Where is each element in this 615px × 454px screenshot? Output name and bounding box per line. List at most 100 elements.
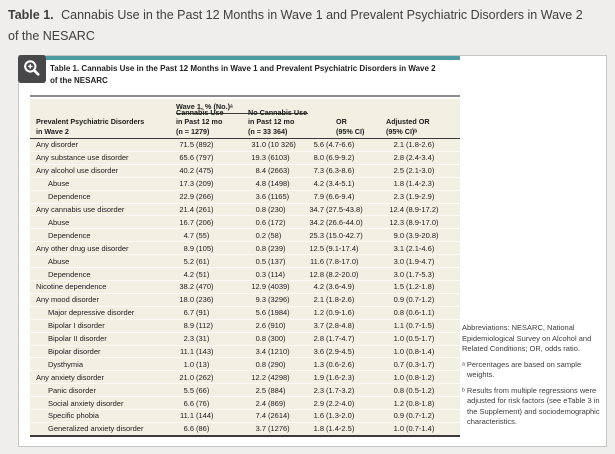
table-cell: 1.2 (0.9-1.6) <box>313 308 355 318</box>
table-header: Wave 1, % (No.)ᵃ Prevalent Psychiatric D… <box>30 99 460 139</box>
table-row: Any other drug use disorder 8.9 (105) 0.8 (2… <box>30 241 460 254</box>
disorder-label: Dependence <box>48 192 91 202</box>
table-cell: 8.9 (112) <box>183 321 213 331</box>
table-cell: 3.6 (1165) <box>255 192 290 202</box>
table-cell: 7.9 (6.6-9.4) <box>313 192 355 202</box>
table-cell: 25.3 (15.0-42.7) <box>309 230 363 240</box>
table-cell: 40.2 (475) <box>179 166 214 176</box>
table-cell: 3.7 (2.8-4.8) <box>313 321 355 331</box>
page-title-prefix: Table 1. <box>8 8 54 22</box>
table-cell: 3.0 (1.7-5.3) <box>393 269 435 279</box>
table-cell: 34.7 (27.5-43.8) <box>309 204 363 214</box>
table-cell: 12.9 (4039) <box>251 282 290 292</box>
table-cell: 1.0 (0.8-1.2) <box>393 372 435 382</box>
page-title-text: Cannabis Use in the Past 12 Months in Wa… <box>8 8 583 43</box>
disorder-label: Dependence <box>48 269 91 279</box>
disorder-label: Generalized anxiety disorder <box>48 424 144 434</box>
table-cell: 16.7 (206) <box>179 217 214 227</box>
table-row: Any anxiety disorder 21.0 (262) 12.2 (4298) 1… <box>30 370 460 383</box>
table-cell: 8.4 (2663) <box>255 166 290 176</box>
disorder-label: Bipolar disorder <box>48 346 101 356</box>
table-cell: 11.1 (144) <box>179 411 214 421</box>
table-cell: 6.6 (76) <box>183 398 210 408</box>
table-cell: 1.0 (0.7-1.4) <box>393 424 435 434</box>
table-row: Major depressive disorder 6.7 (91) 5.6 (1984… <box>30 305 460 319</box>
table-cell: 1.0 (0.8-1.4) <box>393 346 435 356</box>
table-cell: 2.8 (2.4-3.4) <box>393 153 435 163</box>
disorder-label: Any disorder <box>36 140 79 150</box>
table-cell: 2.3 (31) <box>183 334 210 344</box>
table-cell: 12.5 (9.1-17.4) <box>309 243 359 253</box>
table-row: Any mood disorder 18.0 (236) 9.3 (3296) 2.1 (1… <box>30 292 460 306</box>
table-row: Abuse 16.7 (206) 0.6 (172) 34.2 (26.6-44.0) 12.… <box>30 215 460 228</box>
group-header: Wave 1, % (No.)ᵃ <box>176 102 233 111</box>
column-header: Adjusted OR (95% CI)ᵇ <box>386 117 430 136</box>
table-cell: 21.0 (262) <box>179 372 214 382</box>
table-row: Abuse 5.2 (61) 0.5 (137) 11.6 (7.8-17.0) 3.0 (1.… <box>30 254 460 267</box>
table-cell: 5.6 (4.7-6.6) <box>313 140 355 150</box>
table-cell: 11.1 (143) <box>179 346 214 356</box>
table-row: Dysthymia 1.0 (13) 0.8 (290) 1.3 (0.6-2.6) 0.7(… <box>30 357 460 370</box>
table-cell: 11.6 (7.8-17.0) <box>309 256 359 266</box>
zoom-in-button[interactable] <box>18 55 46 83</box>
table-cell: 1.2 (0.8-1.8) <box>393 398 435 408</box>
table-cell: 2.3 (1.9-2.9) <box>393 192 435 202</box>
table-cell: 1.5 (1.2-1.8) <box>393 282 435 292</box>
card-accent-bar <box>30 56 460 60</box>
table-cell: 5.6 (1984) <box>255 308 290 318</box>
table-row: Bipolar I disorder 8.9 (112) 2.6 (910) 3.7 (2.… <box>30 318 460 332</box>
table-cell: 2.5 (884) <box>255 385 286 395</box>
table-cell: 2.1 (1.8-2.6) <box>313 295 355 305</box>
table-row: Bipolar disorder 11.1 (143) 3.4 (1210) 3.6 (2.… <box>30 344 460 358</box>
card-title-line2: of the NESARC <box>50 76 108 86</box>
table-cell: 17.3 (209) <box>179 179 214 189</box>
table-cell: 6.7 (91) <box>183 308 210 318</box>
disorder-label: Any cannabis use disorder <box>36 204 125 214</box>
table-cell: 0.5 (137) <box>255 256 286 266</box>
table-row: Dependence 4.2 (51) 0.3 (114) 12.8 (8.2-20.0) 3… <box>30 267 460 280</box>
table-cell: 3.6 (2.9-4.5) <box>313 346 355 356</box>
disorder-label: Dependence <box>48 230 91 240</box>
footnote: Abbreviations: NESARC, National Epidemio… <box>462 323 592 353</box>
table-cell: 0.9 (0.7-1.2) <box>393 295 435 305</box>
table-cell: 12.3 (8.9-17.0) <box>389 217 439 227</box>
table-cell: 0.2 (58) <box>255 230 282 240</box>
table-cell: 31.0 (10 326) <box>251 140 296 150</box>
table-cell: 6.6 (86) <box>183 424 210 434</box>
column-header: Prevalent Psychiatric Disorders in Wave 2 <box>36 117 145 136</box>
disorder-label: Nicotine dependence <box>36 282 107 292</box>
table-cell: 3.1 (2.1-4.6) <box>393 243 435 253</box>
data-table: Wave 1, % (No.)ᵃ Prevalent Psychiatric D… <box>30 99 460 437</box>
card-title-line1: Table 1. Cannabis Use in the Past 12 Mon… <box>50 64 436 73</box>
table-cell: 8.0 (6.9-9.2) <box>313 153 355 163</box>
table-cell: 4.2 (3.6-4.9) <box>313 282 355 292</box>
table-cell: 1.9 (1.6-2.3) <box>313 372 355 382</box>
table-cell: 1.8 (1.4-2.3) <box>393 179 435 189</box>
table-cell: 3.4 (1210) <box>255 346 290 356</box>
disorder-label: Any alcohol use disorder <box>36 166 119 176</box>
table-cell: 0.8 (0.5-1.2) <box>393 385 435 395</box>
disorder-label: Abuse <box>48 256 70 266</box>
table-cell: 2.8 (1.7-4.7) <box>313 334 355 344</box>
table-cell: 71.5 (892) <box>179 140 214 150</box>
table-cell: 19.3 (6103) <box>251 153 290 163</box>
table-cell: 0.8 (230) <box>255 204 286 214</box>
page-title: Table 1. Cannabis Use in the Past 12 Mon… <box>8 5 590 46</box>
table-cell: 1.3 (0.6-2.6) <box>313 359 355 369</box>
disorder-label: Specific phobia <box>48 411 99 421</box>
table-cell: 1.1 (0.7-1.5) <box>393 321 435 331</box>
disorder-label: Dysthymia <box>48 359 84 369</box>
table-row: Specific phobia 11.1 (144) 7.4 (2614) 1.6 (1.3… <box>30 409 460 422</box>
title-divider <box>30 95 460 97</box>
table-cell: 12.8 (8.2-20.0) <box>309 269 359 279</box>
table-cell: 2.4 (869) <box>255 398 286 408</box>
table-rows: Any disorder 71.5 (892) 31.0 (10 326) 5.6 (4.7… <box>30 139 460 435</box>
table-cell: 0.3 (114) <box>255 269 285 279</box>
table-row: Nicotine dependence 38.2 (470) 12.9 (4039) 4.… <box>30 279 460 293</box>
group-header-underline <box>176 113 308 114</box>
table-cell: 0.8 (239) <box>255 243 286 253</box>
column-header: No Cannabis Use in Past 12 mo (n = 33 364) <box>248 107 308 136</box>
table-cell: 0.8 (290) <box>255 359 286 369</box>
table-cell: 12.2 (4298) <box>251 372 290 382</box>
table-row: Any disorder 71.5 (892) 31.0 (10 326) 5.6 (4.7… <box>30 139 460 151</box>
